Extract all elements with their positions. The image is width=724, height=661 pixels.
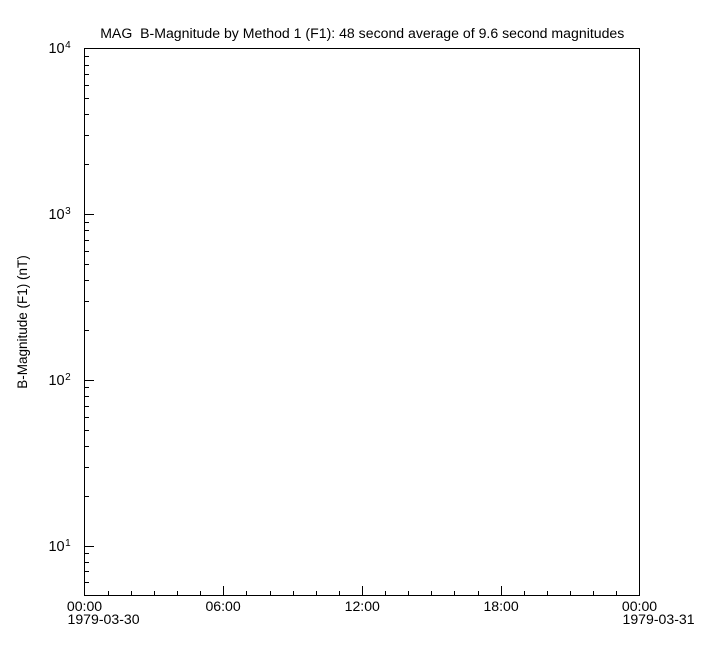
svg-text:MAG B-Magnitude by Method 1 (: MAG B-Magnitude by Method 1 (F1): 48 sec… [100,25,624,41]
svg-text:1979-03-31: 1979-03-31 [623,611,695,627]
svg-text:12:00: 12:00 [345,598,380,614]
svg-text:06:00: 06:00 [205,598,240,614]
svg-text:B-Magnitude (F1) (nT): B-Magnitude (F1) (nT) [15,255,30,389]
svg-text:1979-03-30: 1979-03-30 [68,611,140,627]
svg-text:18:00: 18:00 [483,598,518,614]
